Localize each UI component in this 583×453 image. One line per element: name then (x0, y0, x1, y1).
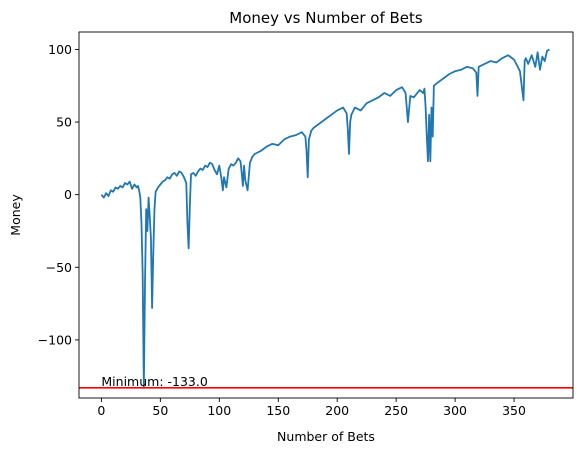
x-tick-label: 300 (443, 403, 467, 418)
x-axis-label: Number of Bets (277, 429, 375, 444)
minimum-annotation: Minimum: -133.0 (101, 374, 207, 389)
y-tick-label: −50 (46, 260, 72, 275)
y-tick-label: 100 (48, 42, 72, 57)
y-tick-label: −100 (38, 332, 72, 347)
x-tick-label: 350 (502, 403, 526, 418)
x-tick-label: 250 (384, 403, 408, 418)
y-axis-label: Money (8, 194, 23, 236)
x-tick-label: 50 (152, 403, 168, 418)
x-tick-label: 150 (266, 403, 290, 418)
y-axis-ticks: −100 −50 0 50 100 (38, 42, 79, 347)
axes-frame (78, 31, 574, 399)
x-axis-ticks: 0 50 100 150 200 250 300 350 (97, 398, 526, 418)
x-tick-label: 100 (207, 403, 231, 418)
chart-title: Money vs Number of Bets (229, 9, 423, 27)
y-tick-label: 0 (64, 187, 72, 202)
x-tick-label: 200 (325, 403, 349, 418)
y-tick-label: 50 (56, 115, 72, 130)
series-line-0 (100, 48, 550, 389)
plot-area (79, 48, 573, 389)
x-tick-label: 0 (97, 403, 105, 418)
